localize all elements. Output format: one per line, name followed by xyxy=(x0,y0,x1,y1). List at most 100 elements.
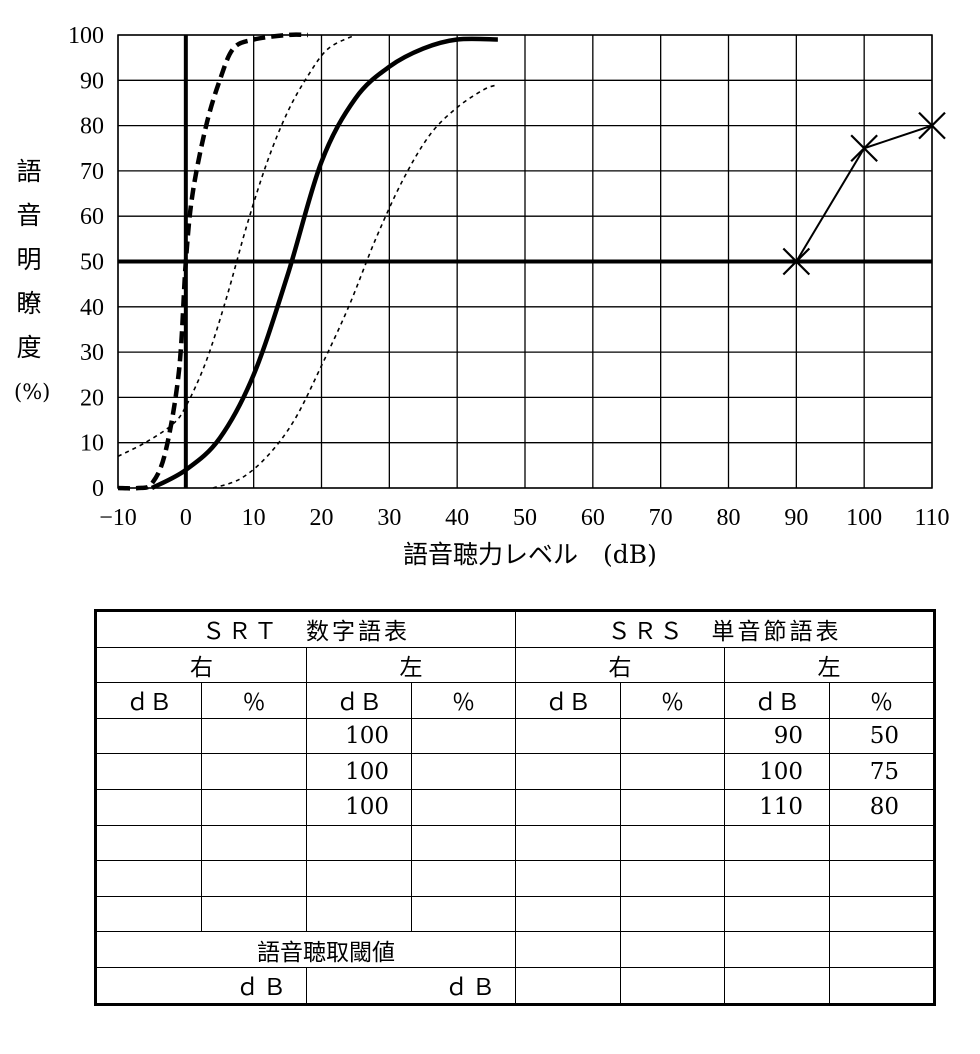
srs-header: ＳＲＳ 単音節語表 xyxy=(515,611,934,648)
x-tick-label: 110 xyxy=(914,505,949,531)
speech-audiogram-chart: −10 0 10 20 30 40 50 60 70 80 90 100 110 0 10 20 30 40 50 6… xyxy=(14,23,950,569)
table-cell xyxy=(96,860,202,897)
col-pct: ％ xyxy=(201,682,307,719)
table-cell: 75 xyxy=(829,753,934,790)
y-axis-label: 語 音 明 瞭 度 (%) xyxy=(14,150,51,414)
threshold-label: 語音聴取閾値 xyxy=(96,931,516,968)
table-cell xyxy=(724,895,830,933)
y-axis-label-char: 明 xyxy=(16,245,42,274)
col-pct: ％ xyxy=(411,682,516,719)
table-cell xyxy=(829,931,934,968)
table-cell xyxy=(411,717,516,755)
table-row: 100 90 50 xyxy=(96,717,934,755)
col-db: ｄＢ xyxy=(96,682,202,719)
x-tick-label: 100 xyxy=(846,505,882,531)
table-cell xyxy=(620,966,725,1004)
y-tick-label: 40 xyxy=(80,295,104,321)
table-cell xyxy=(306,860,412,897)
y-tick-label: 20 xyxy=(80,385,104,411)
table-cell xyxy=(829,966,934,1004)
table-row: 100 100 75 xyxy=(96,753,934,790)
table-cell xyxy=(515,860,621,897)
x-tick-label: 70 xyxy=(649,505,673,531)
y-axis-label-char: 度 xyxy=(16,333,42,362)
table-cell: 100 xyxy=(306,753,412,790)
x-tick-label: 90 xyxy=(784,505,808,531)
ear-header-row: 右 左 右 左 xyxy=(96,646,934,684)
table-cell xyxy=(515,824,621,862)
results-table: ＳＲＴ 数字語表 ＳＲＳ 単音節語表 右 左 右 左 ｄＢ ％ ｄＢ ％ ｄＢ … xyxy=(94,609,936,1006)
data-point-x-marker xyxy=(782,247,811,276)
x-tick-label: 50 xyxy=(513,505,537,531)
reference-curve-dotted-thin xyxy=(212,84,499,489)
y-axis-label-char: 語 xyxy=(16,157,42,186)
table-cell xyxy=(620,717,725,755)
y-axis-label-char: 瞭 xyxy=(16,289,42,318)
x-tick-label: 40 xyxy=(445,505,469,531)
y-tick-label: 30 xyxy=(80,340,104,366)
col-db: ｄＢ xyxy=(515,682,621,719)
table-cell xyxy=(620,788,725,826)
unit-header-row: ｄＢ ％ ｄＢ ％ ｄＢ ％ ｄＢ ％ xyxy=(96,682,934,719)
x-tick-label: −10 xyxy=(99,505,137,531)
table-cell xyxy=(201,895,307,933)
table-cell xyxy=(829,860,934,897)
col-pct: ％ xyxy=(829,682,934,719)
col-pct: ％ xyxy=(620,682,725,719)
results-table-wrap: ＳＲＴ 数字語表 ＳＲＳ 単音節語表 右 左 右 左 ｄＢ ％ ｄＢ ％ ｄＢ … xyxy=(94,609,936,1006)
table-cell xyxy=(411,788,516,826)
table-cell xyxy=(829,824,934,862)
table-cell xyxy=(515,931,621,968)
table-cell: 80 xyxy=(829,788,934,826)
y-tick-label: 90 xyxy=(80,68,104,94)
x-tick-label: 10 xyxy=(242,505,266,531)
table-row xyxy=(96,824,934,862)
x-tick-label: 30 xyxy=(377,505,401,531)
data-point-x-marker xyxy=(850,134,878,163)
plot-frame xyxy=(117,34,933,489)
reference-curve-solid-thick xyxy=(150,36,498,491)
y-tick-label: 60 xyxy=(80,204,104,230)
table-cell xyxy=(201,753,307,790)
table-cell xyxy=(620,753,725,790)
table-cell xyxy=(411,824,516,862)
threshold-row: 語音聴取閾値 xyxy=(96,931,934,968)
table-cell xyxy=(620,860,725,897)
table-cell xyxy=(724,824,830,862)
srt-left-ear: 左 xyxy=(306,646,516,684)
threshold-unit-left: ｄＢ xyxy=(306,966,516,1004)
table-row xyxy=(96,860,934,897)
table-cell xyxy=(829,895,934,933)
chart-canvas: −10 0 10 20 30 40 50 60 70 80 90 100 110 0 10 20 30 40 50 6… xyxy=(68,23,950,531)
reference-curve-dotted-thin xyxy=(117,34,356,458)
table-cell xyxy=(620,824,725,862)
y-tick-label: 70 xyxy=(80,159,104,185)
table-cell xyxy=(96,717,202,755)
table-cell: 100 xyxy=(724,753,830,790)
threshold-unit-right: ｄＢ xyxy=(96,966,307,1004)
table-cell: 100 xyxy=(306,788,412,826)
table-cell xyxy=(96,753,202,790)
table-cell xyxy=(724,860,830,897)
table-cell: 100 xyxy=(306,717,412,755)
table-cell xyxy=(724,931,830,968)
table-cell xyxy=(96,788,202,826)
srs-left-ear: 左 xyxy=(724,646,934,684)
y-axis-unit: (%) xyxy=(14,380,51,404)
table-cell xyxy=(201,860,307,897)
table-cell xyxy=(515,966,621,1004)
table-cell: 50 xyxy=(829,717,934,755)
col-db: ｄＢ xyxy=(306,682,412,719)
x-tick-label: 0 xyxy=(180,505,192,531)
srt-right-ear: 右 xyxy=(96,646,307,684)
x-tick-label: 60 xyxy=(581,505,605,531)
table-cell xyxy=(515,788,621,826)
table-cell xyxy=(515,717,621,755)
table-cell xyxy=(515,895,621,933)
x-tick-label: 80 xyxy=(717,505,741,531)
table-cell xyxy=(96,824,202,862)
table-header-row: ＳＲＴ 数字語表 ＳＲＳ 単音節語表 xyxy=(96,611,934,648)
y-axis-label-char: 音 xyxy=(16,201,42,230)
y-tick-label: 80 xyxy=(80,114,104,140)
table-cell xyxy=(201,824,307,862)
